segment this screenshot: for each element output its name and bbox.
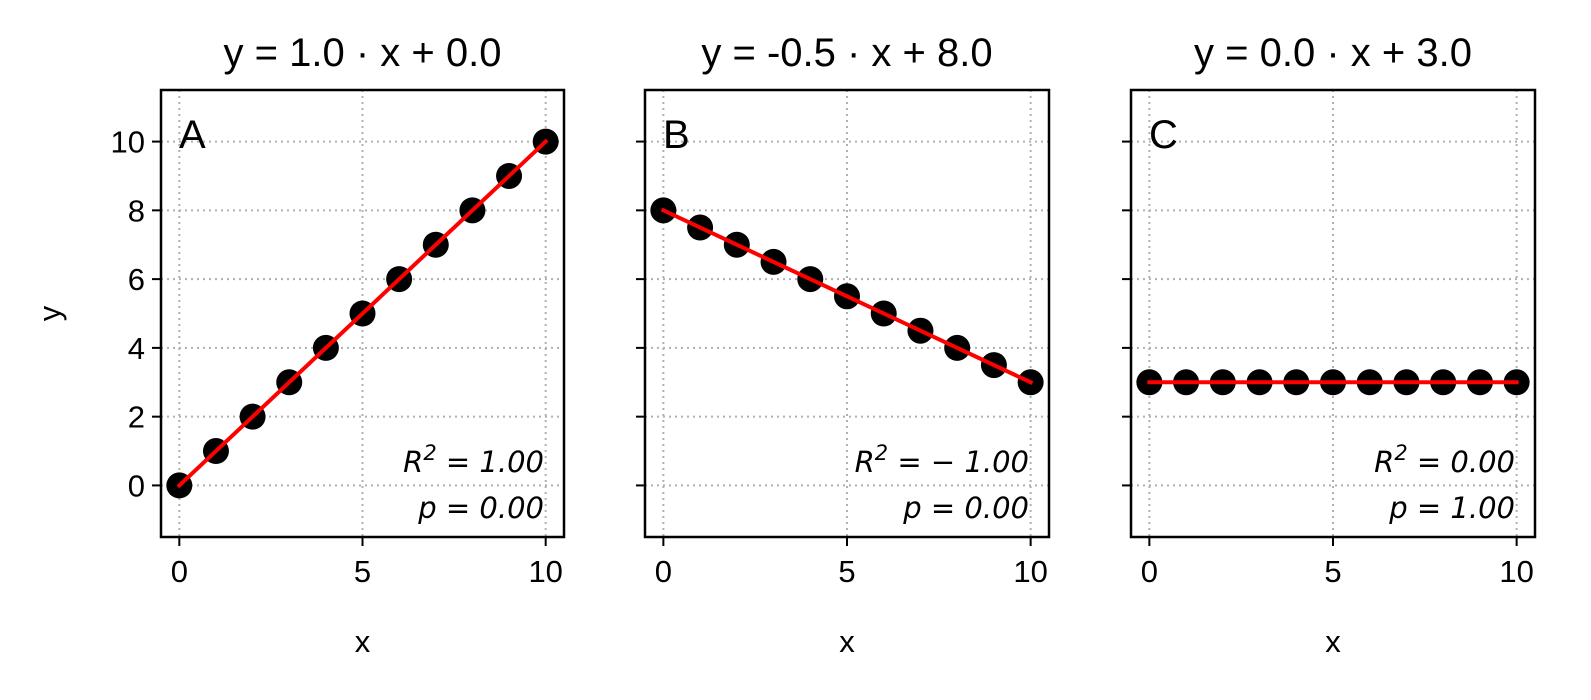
y-tick-label: 2 bbox=[128, 400, 145, 435]
y-tick-label: 0 bbox=[128, 468, 145, 503]
y-tick-label: 4 bbox=[128, 331, 145, 366]
panel-letter: C bbox=[1149, 113, 1178, 157]
x-tick-label: 5 bbox=[354, 554, 371, 589]
fit-line bbox=[660, 207, 1034, 385]
x-axis-label: x bbox=[839, 624, 855, 659]
x-tick-label: 0 bbox=[655, 554, 672, 589]
r-squared-text: R2 = − 1.00 bbox=[855, 441, 1029, 479]
panel-b: 0 5 10 x y = -0.5 · x + 8.0B R2 = − 1.00 p = 0… bbox=[636, 31, 1051, 659]
y-tick-label: 8 bbox=[128, 193, 145, 228]
p-value-text: p = 0.00 bbox=[417, 491, 544, 525]
y-axis-label: y bbox=[32, 305, 67, 321]
panel-title: y = 1.0 · x + 0.0 bbox=[224, 31, 502, 75]
panel-letter: A bbox=[179, 113, 206, 157]
x-axis-label: x bbox=[355, 624, 371, 659]
p-value-text: p = 0.00 bbox=[902, 491, 1029, 525]
panel-a: 0 5 10 0 2 4 6 8 10 x y y = 1.0 · x + 0.0 A R2 = 1.00… bbox=[32, 31, 566, 659]
panel-title: y = 0.0 · x + 3.0 bbox=[1194, 31, 1472, 75]
r-squared-text: R2 = 1.00 bbox=[403, 441, 544, 479]
x-tick-label: 0 bbox=[1141, 554, 1158, 589]
x-tick-label: 5 bbox=[838, 554, 855, 589]
y-tick-label: 6 bbox=[128, 262, 145, 297]
x-tick-label: 10 bbox=[1499, 554, 1533, 589]
x-tick-label: 0 bbox=[171, 554, 188, 589]
panel-title: y = -0.5 · x + 8.0 bbox=[701, 31, 992, 75]
x-tick-label: 5 bbox=[1324, 554, 1341, 589]
p-value-text: p = 1.00 bbox=[1388, 491, 1515, 525]
panel-c: 0 5 10 x y = 0.0 · x + 3.0 C R2 = 0.00 p = 1.00 bbox=[1122, 31, 1537, 659]
r-squared-text: R2 = 0.00 bbox=[1374, 441, 1515, 479]
fit-line bbox=[176, 138, 549, 489]
y-tick-label: 10 bbox=[111, 125, 145, 160]
x-tick-label: 10 bbox=[528, 554, 562, 589]
x-axis-label: x bbox=[1325, 624, 1341, 659]
panel-letter: B bbox=[663, 113, 690, 157]
x-tick-label: 10 bbox=[1013, 554, 1047, 589]
